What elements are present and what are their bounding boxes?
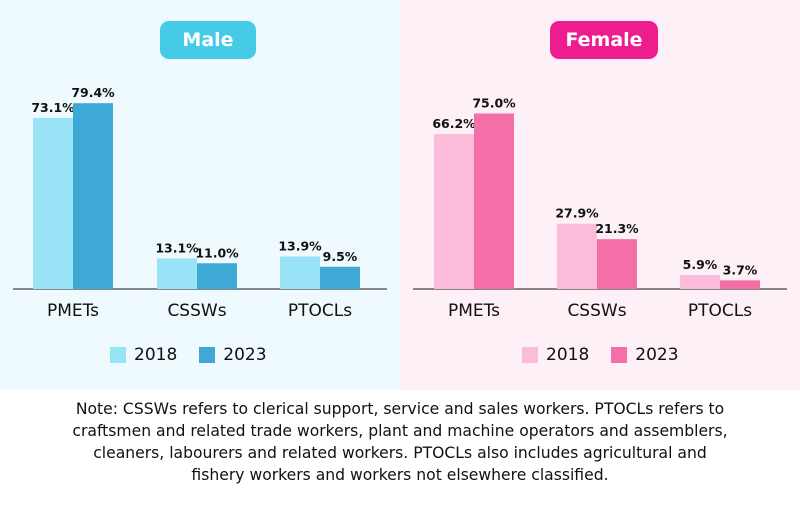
male-bar-cssws-2018 (157, 258, 197, 289)
female-bar-ptocls-2023 (720, 280, 760, 289)
female-legend-swatch-2018 (522, 347, 538, 363)
female-legend-label-2023: 2023 (635, 345, 679, 365)
footnote-line: craftsmen and related trade workers, pla… (72, 422, 728, 440)
female-legend-item-2023: 2023 (611, 345, 679, 365)
female-data-label-ptocls-2023: 3.7% (723, 262, 758, 277)
female-bar-ptocls-2018 (680, 275, 720, 289)
female-data-label-cssws-2018: 27.9% (555, 206, 599, 221)
female-legend-swatch-2023 (611, 347, 628, 363)
male-bar-ptocls-2023 (320, 266, 360, 289)
male-panel: Male 73.1% 79.4% PMETs 13.1% 11.0% CSSWs 13.9%… (0, 0, 400, 390)
female-bar-chart: 66.2% 75.0% PMETs 27.9%21.3% CSSWs 5.9% 3.7% PT… (413, 96, 787, 321)
female-category-label-ptocls: PTOCLs (688, 301, 752, 321)
male-data-label-pmets-2023: 79.4% (71, 85, 115, 100)
male-category-label-ptocls: PTOCLs (288, 301, 352, 321)
footnote: Note: CSSWs refers to clerical support, … (0, 398, 800, 486)
male-bar-cssws-2023 (197, 263, 237, 289)
male-data-label-ptocls-2018: 13.9% (278, 238, 322, 253)
female-title: Female (565, 29, 643, 51)
footnote-line: cleaners, labourers and related workers.… (93, 444, 707, 462)
female-data-label-cssws-2023: 21.3% (595, 221, 639, 236)
female-legend-label-2018: 2018 (546, 345, 590, 365)
male-bar-chart: 73.1%79.4% PMETs 13.1%11.0% CSSWs 13.9%9.5% P… (13, 85, 387, 321)
male-category-label-cssws: CSSWs (167, 301, 226, 321)
male-bar-pmets-2023 (73, 103, 113, 289)
female-bar-cssws-2018 (557, 223, 597, 289)
female-title-badge: Female (550, 21, 658, 59)
footnote-line: fishery workers and workers not elsewher… (191, 466, 609, 484)
footnote-line: Note: CSSWs refers to clerical support, … (75, 400, 725, 418)
male-legend-item-2023: 2023 (199, 345, 267, 365)
male-legend-swatch-2023 (199, 347, 216, 363)
female-data-label-pmets-2023: 75.0% (472, 96, 516, 111)
male-legend-item-2018: 2018 (110, 345, 177, 365)
female-category-label-pmets: PMETs (448, 301, 500, 321)
female-category-label-cssws: CSSWs (567, 301, 626, 321)
female-legend: 2018 2023 (522, 345, 701, 365)
male-data-label-ptocls-2023: 9.5% (323, 249, 358, 264)
female-panel: Female 66.2% 75.0% PMETs 27.9% 21.3% CSSWs 5.9… (400, 0, 800, 390)
female-bar-pmets-2023 (474, 113, 514, 289)
male-data-label-cssws-2018: 13.1% (155, 240, 199, 255)
male-title-badge: Male (160, 21, 256, 59)
female-bar-cssws-2023 (597, 239, 637, 289)
male-legend-label-2023: 2023 (223, 345, 267, 365)
male-bar-pmets-2018 (33, 117, 73, 289)
male-legend-swatch-2018 (110, 347, 126, 363)
male-bar-ptocls-2018 (280, 256, 320, 289)
male-title: Male (182, 29, 234, 51)
male-category-label-pmets: PMETs (47, 301, 99, 321)
female-legend-item-2018: 2018 (522, 345, 589, 365)
male-legend: 2018 2023 (110, 345, 289, 365)
male-data-label-pmets-2018: 73.1% (31, 100, 75, 115)
female-data-label-ptocls-2018: 5.9% (683, 257, 718, 272)
female-bar-pmets-2018 (434, 134, 474, 289)
male-legend-label-2018: 2018 (134, 345, 178, 365)
female-data-label-pmets-2018: 66.2% (432, 116, 476, 131)
male-data-label-cssws-2023: 11.0% (195, 245, 239, 260)
